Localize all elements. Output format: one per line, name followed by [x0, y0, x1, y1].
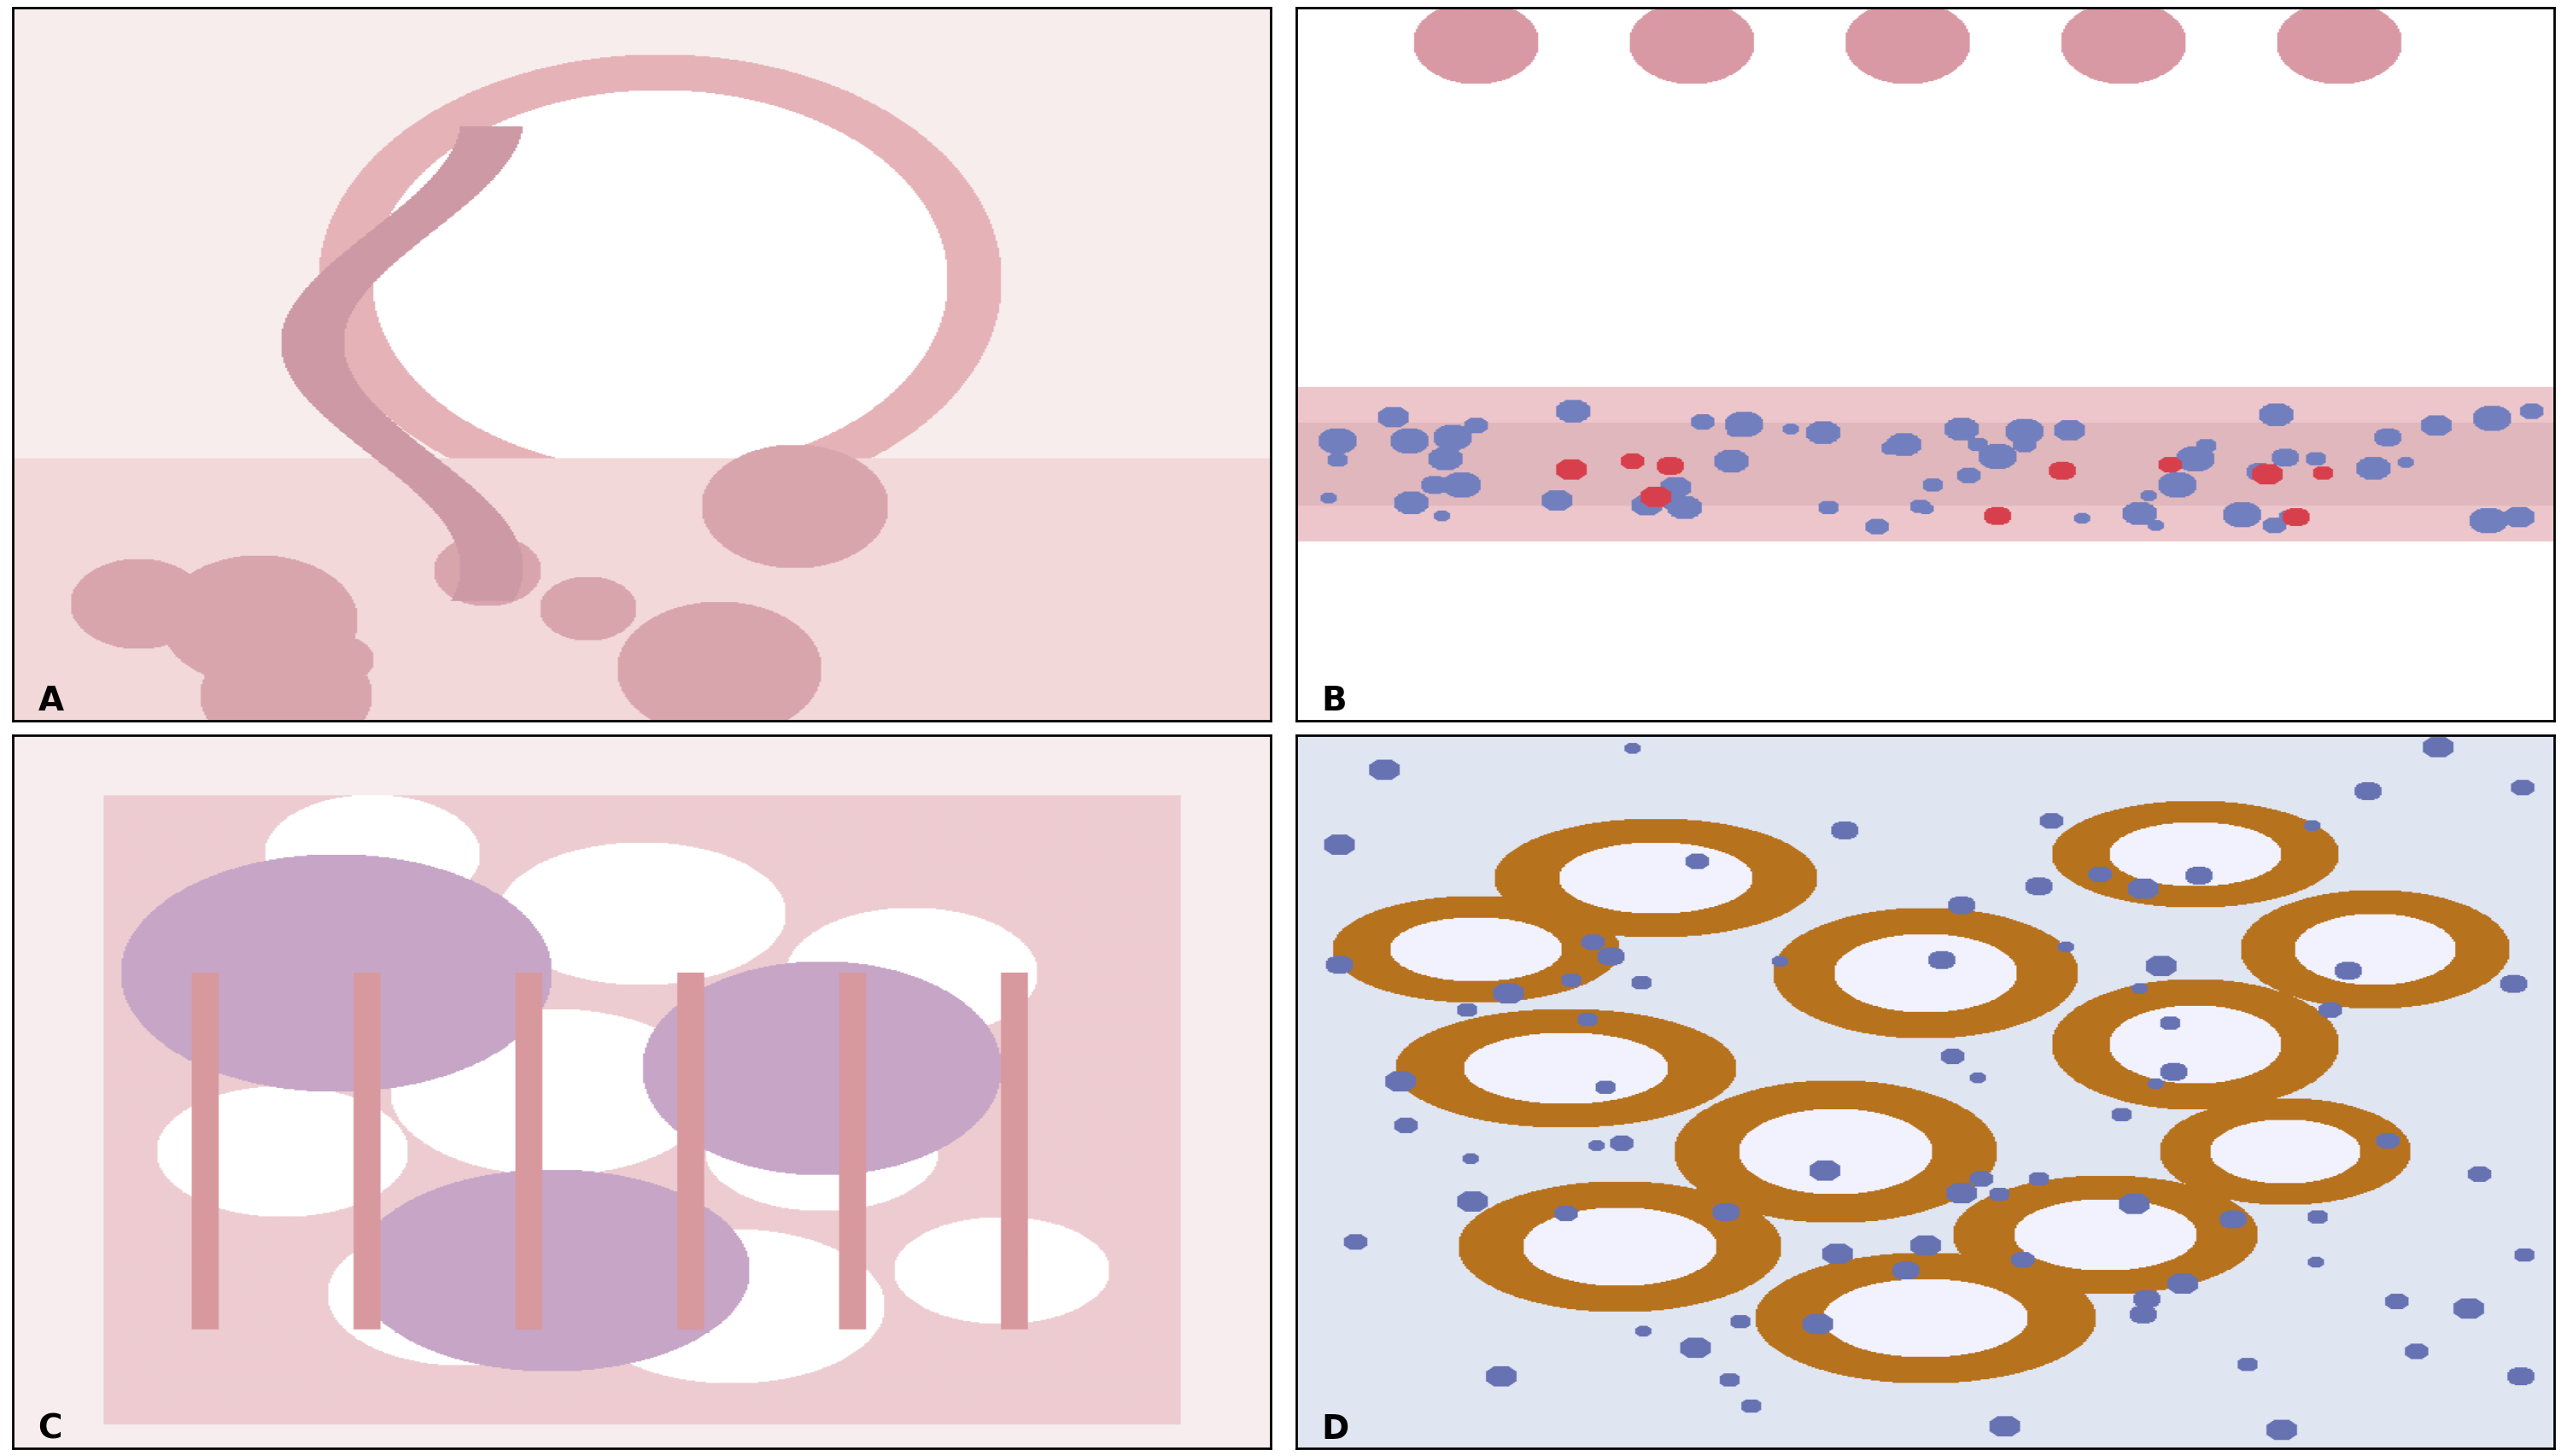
Text: D: D — [1322, 1412, 1348, 1446]
Text: A: A — [39, 686, 64, 718]
Text: C: C — [39, 1412, 62, 1446]
Text: B: B — [1322, 686, 1348, 718]
